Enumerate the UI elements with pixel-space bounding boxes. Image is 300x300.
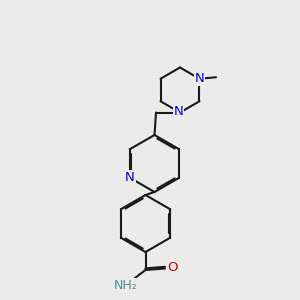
Text: O: O: [167, 261, 178, 274]
Text: NH₂: NH₂: [114, 279, 138, 292]
Text: N: N: [195, 72, 204, 85]
Text: N: N: [174, 105, 183, 119]
Text: N: N: [125, 171, 135, 184]
